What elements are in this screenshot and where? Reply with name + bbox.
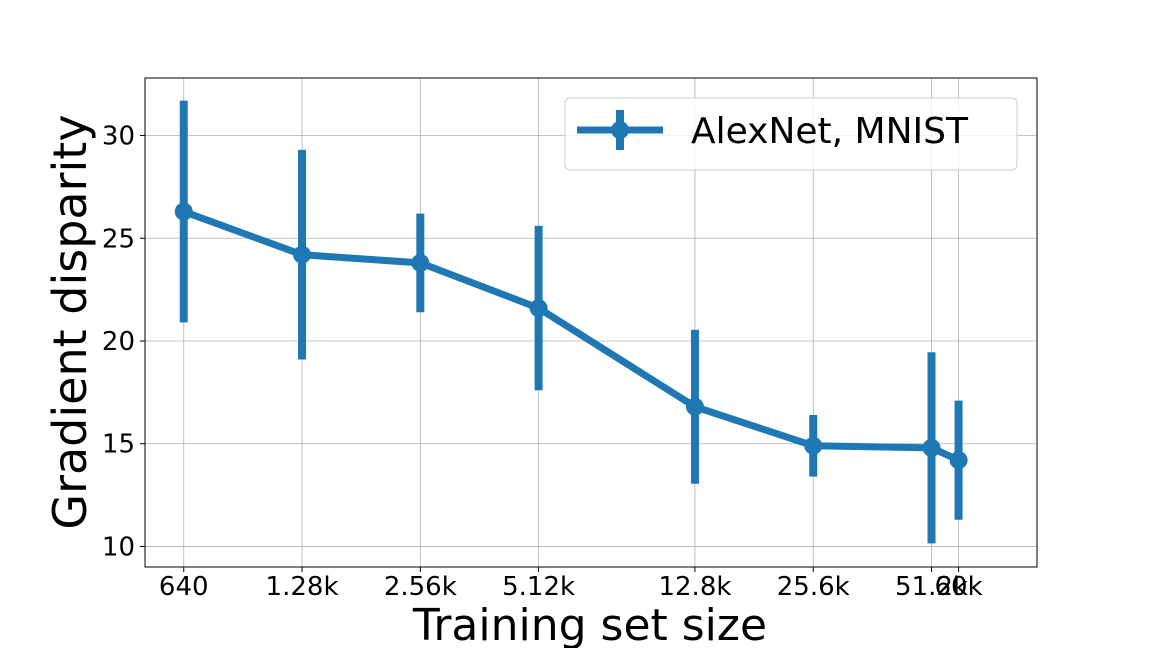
point xyxy=(685,397,704,416)
y-tick-label: 25 xyxy=(102,224,135,254)
x-tick-label: 5.12k xyxy=(502,572,575,602)
point xyxy=(411,253,430,272)
x-axis-label: Training set size xyxy=(412,600,767,648)
x-tick-label: 640 xyxy=(159,572,209,602)
y-tick-label: 20 xyxy=(102,327,135,357)
y-tick-label: 30 xyxy=(102,122,135,152)
y-tick-label: 15 xyxy=(102,430,135,460)
point xyxy=(804,436,823,455)
x-tick-label: 12.8k xyxy=(658,572,731,602)
point xyxy=(922,438,941,457)
x-tick-label: 25.6k xyxy=(777,572,850,602)
x-tick-label: 60k xyxy=(935,572,983,602)
legend-swatch xyxy=(611,121,629,139)
series-line xyxy=(182,208,961,464)
x-tick-label: 2.56k xyxy=(384,572,457,602)
legend-box xyxy=(564,97,1018,171)
plot-frame xyxy=(144,77,1038,568)
legend-label: AlexNet, MNIST xyxy=(691,111,969,152)
x-tick-label: 1.28k xyxy=(266,572,339,602)
x-tick-label: 51.2k xyxy=(895,572,968,602)
point xyxy=(529,299,548,318)
y-axis-label: Gradient disparity xyxy=(43,114,97,529)
point xyxy=(174,202,193,221)
point xyxy=(293,245,312,264)
point xyxy=(949,451,968,470)
y-tick-label: 10 xyxy=(102,532,135,562)
